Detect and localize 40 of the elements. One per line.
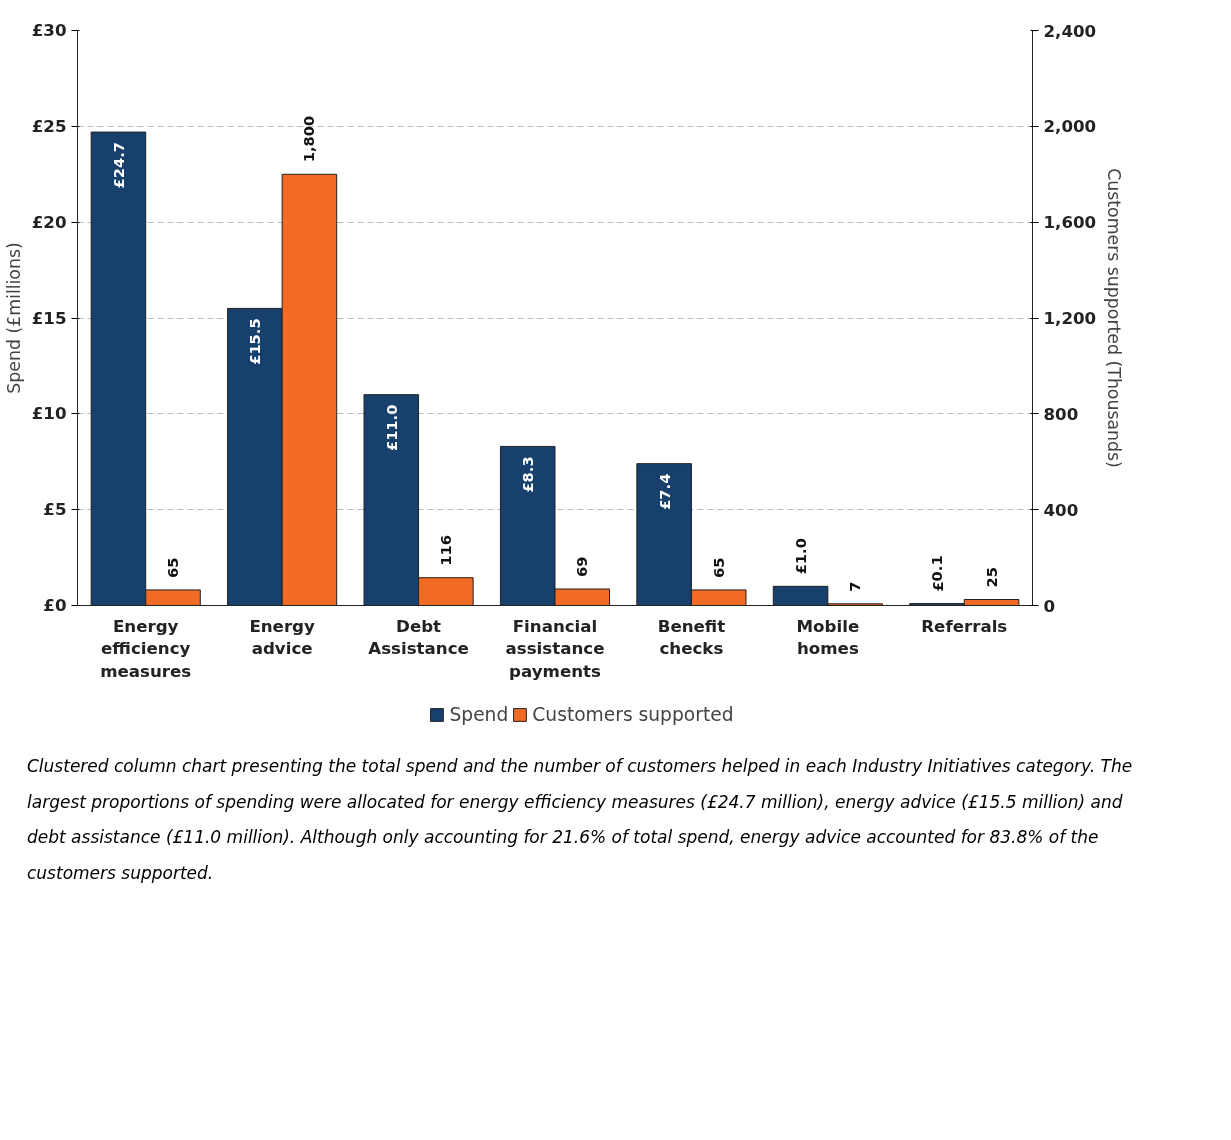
- y-axis-title: Spend (£millions): [3, 242, 24, 394]
- x-tick-label: Referrals: [921, 616, 1008, 636]
- y-tick-label: £25: [31, 116, 67, 136]
- data-label: £0.1: [928, 555, 946, 592]
- data-label: 116: [436, 535, 454, 566]
- x-tick-label: Financial assistance payments: [505, 616, 605, 682]
- data-label: 65: [164, 557, 181, 578]
- data-label: £7.4: [655, 473, 673, 510]
- x-tick-label: Energy efficiency measures: [100, 616, 192, 682]
- y-tick-label: £10: [31, 404, 67, 424]
- x-tick-label: Debt Assistance: [368, 616, 469, 659]
- text: Clustered column chart presenting the total spend and the number of customers helped in each Industry Initiatives category. The largest proportions of spending were allocated for energy efficiency measures (£24.7 million), energy advice (£15.5 million) and debt assistance (£11.0 million). Although only accounting for 21.6% of total spend, energy advice accounted for 83.8% of the customers supported.: [26, 755, 1134, 886]
- y-tick-label: £30: [31, 21, 67, 40]
- y2-tick-label: 2,000: [1043, 117, 1097, 137]
- legend-label: Customers supported: [532, 703, 734, 725]
- y-tick-label: £5: [43, 500, 67, 520]
- data-label: 7: [846, 581, 864, 592]
- legend-label: Spend: [449, 703, 509, 725]
- x-tick-label: Mobile homes: [796, 616, 860, 659]
- data-label: £8.3: [519, 456, 537, 493]
- y-tick-label: £20: [31, 212, 67, 232]
- data-label: £1.0: [792, 538, 810, 575]
- data-label: 65: [709, 557, 727, 578]
- data-label: 25: [982, 567, 1000, 588]
- data-label: 1,800: [300, 115, 318, 163]
- data-label: £24.7: [109, 142, 127, 189]
- y2-tick-label: 400: [1043, 500, 1079, 520]
- y2-axis-title: Customers supported (Thousands): [1104, 168, 1125, 468]
- x-tick-label: Benefit checks: [657, 616, 726, 659]
- y-tick-label: £0: [43, 596, 67, 615]
- y2-tick-label: 1,600: [1043, 213, 1097, 233]
- data-label: £15.5: [246, 318, 264, 365]
- data-label: £11.0: [382, 404, 400, 452]
- x-tick-label: Energy advice: [249, 616, 316, 659]
- y-tick-label: £15: [31, 308, 67, 328]
- y2-tick-label: 800: [1043, 404, 1079, 424]
- y2-tick-label: 0: [1043, 596, 1056, 616]
- y2-tick-label: 2,400: [1043, 21, 1097, 41]
- data-label: 69: [573, 556, 591, 577]
- y2-tick-label: 1,200: [1043, 309, 1097, 328]
